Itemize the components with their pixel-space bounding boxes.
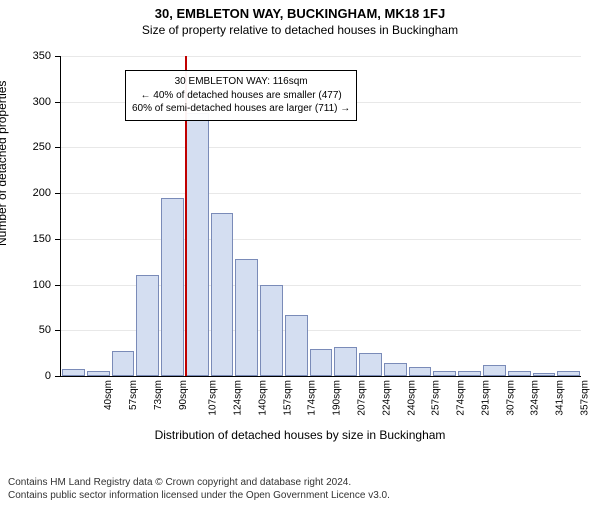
infobox-line1: 30 EMBLETON WAY: 116sqm [132,75,350,89]
y-tick-label: 350 [33,50,61,62]
histogram-bar [136,275,159,376]
footer-attribution: Contains HM Land Registry data © Crown c… [8,477,390,502]
histogram-bar [359,353,382,376]
x-tick-label: 157sqm [282,380,293,416]
x-tick-label: 257sqm [431,380,442,416]
x-tick-label: 274sqm [456,380,467,416]
footer-line1: Contains HM Land Registry data © Crown c… [8,477,390,490]
x-tick-label: 240sqm [406,380,417,416]
x-tick-label: 140sqm [258,380,269,416]
x-tick-label: 324sqm [530,380,541,416]
y-tick-label: 100 [33,279,61,291]
y-tick-label: 0 [45,370,61,382]
x-tick-label: 357sqm [579,380,590,416]
x-tick-label: 90sqm [178,380,189,410]
x-tick-label: 174sqm [307,380,318,416]
y-tick-label: 150 [33,233,61,245]
x-tick-label: 307sqm [505,380,516,416]
histogram-bar [186,113,209,376]
histogram-bar [62,369,85,376]
histogram-bar [285,315,308,376]
histogram-bar [458,371,481,376]
histogram-bar [334,347,357,376]
histogram-bar [310,349,333,376]
histogram-bar [433,371,456,376]
x-tick-label: 291sqm [480,380,491,416]
y-tick-label: 300 [33,96,61,108]
x-tick-label: 57sqm [128,380,139,410]
histogram-bar [87,371,110,376]
infobox-line2: ← 40% of detached houses are smaller (47… [132,89,350,103]
plot-area: 30 EMBLETON WAY: 116sqm ← 40% of detache… [60,56,581,377]
histogram-bar [260,285,283,376]
infobox-line3: 60% of semi-detached houses are larger (… [132,102,350,116]
histogram-bar [211,213,234,376]
histogram-bar [384,363,407,376]
footer-line2: Contains public sector information licen… [8,490,390,503]
y-tick-label: 250 [33,141,61,153]
x-axis-label: Distribution of detached houses by size … [0,428,600,442]
histogram-bar [557,371,580,376]
histogram-bar [533,373,556,376]
y-tick-label: 200 [33,187,61,199]
y-tick-label: 50 [39,324,61,336]
y-axis-label: Number of detached properties [0,81,9,246]
x-tick-label: 73sqm [153,380,164,410]
x-tick-label: 207sqm [357,380,368,416]
histogram-bar [112,351,135,376]
chart-title-sub: Size of property relative to detached ho… [0,23,600,37]
x-tick-label: 224sqm [381,380,392,416]
histogram-bar [483,365,506,376]
x-tick-label: 40sqm [103,380,114,410]
chart-title-main: 30, EMBLETON WAY, BUCKINGHAM, MK18 1FJ [0,6,600,21]
histogram-bar [409,367,432,376]
x-tick-label: 107sqm [208,380,219,416]
x-tick-label: 124sqm [233,380,244,416]
histogram-bar [161,198,184,376]
histogram-bar [235,259,258,376]
chart-container: Number of detached properties 30 EMBLETO… [0,46,600,446]
property-infobox: 30 EMBLETON WAY: 116sqm ← 40% of detache… [125,70,357,121]
x-tick-label: 190sqm [332,380,343,416]
x-tick-label: 341sqm [555,380,566,416]
histogram-bar [508,371,531,376]
